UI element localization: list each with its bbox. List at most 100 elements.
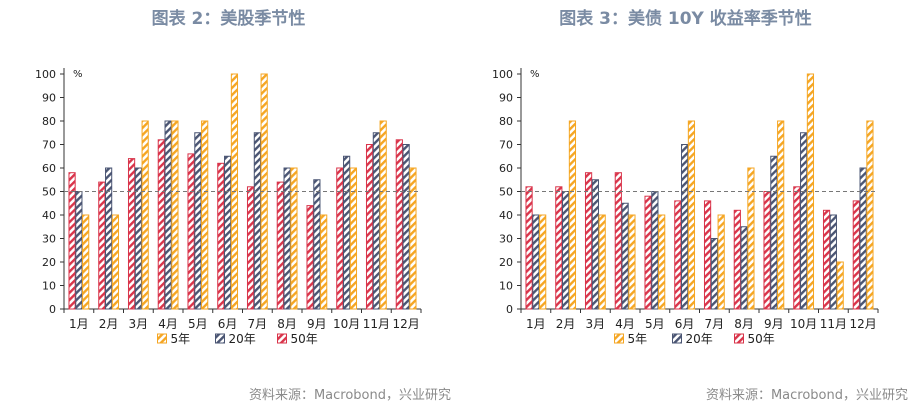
legend-label-5y: 5年: [171, 332, 191, 346]
legend-swatch-20y: [672, 333, 682, 344]
x-tick-label: 6月: [218, 317, 238, 331]
bar-5y-3: [141, 120, 149, 310]
bar-50y-4: [614, 172, 622, 310]
bar-5y-2: [111, 214, 120, 310]
bar-5y-2: [568, 120, 577, 310]
bar-50y-11: [365, 144, 374, 310]
bar-20y-12: [859, 167, 867, 310]
x-tick-label: 9月: [307, 317, 327, 331]
bar-50y-6: [217, 162, 225, 310]
bar-5y-9: [777, 120, 785, 310]
bar-20y-6: [681, 144, 689, 310]
legend-swatch-50y: [734, 333, 744, 344]
legend-label-20y: 20年: [686, 332, 713, 346]
bar-50y-11: [822, 209, 831, 310]
bar-50y-8: [733, 209, 741, 310]
bar-20y-2: [105, 167, 113, 310]
bar-20y-6: [224, 155, 232, 310]
legend-swatch-5y: [614, 333, 624, 344]
bar-5y-4: [628, 214, 636, 310]
bar-20y-1: [75, 191, 83, 310]
x-tick-label: 4月: [158, 317, 178, 331]
legend-item-20y: 20年: [215, 332, 256, 346]
bar-20y-5: [651, 191, 659, 310]
bar-20y-11: [372, 132, 380, 310]
bar-20y-9: [770, 155, 778, 310]
bar-50y-3: [584, 172, 593, 310]
y-tick-label: 20: [499, 256, 513, 269]
bar-50y-5: [187, 153, 195, 310]
bar-5y-8: [747, 167, 755, 310]
x-tick-label: 12月: [392, 317, 419, 331]
bar-50y-2: [98, 181, 106, 310]
y-tick-label: 0: [506, 303, 513, 316]
bar-20y-2: [562, 191, 570, 310]
bar-50y-2: [555, 186, 563, 310]
bar-50y-3: [127, 158, 136, 310]
y-tick-label: 60: [499, 162, 513, 175]
x-tick-label: 2月: [99, 317, 119, 331]
bar-20y-8: [283, 167, 291, 310]
legend-item-50y: 50年: [277, 332, 318, 346]
y-tick-label: 50: [42, 186, 56, 199]
x-tick-label: 3月: [586, 317, 606, 331]
bar-50y-7: [703, 200, 712, 310]
y-tick-label: 40: [499, 209, 513, 222]
bar-20y-4: [621, 202, 629, 310]
bar-5y-8: [290, 167, 298, 310]
bar-50y-5: [644, 195, 652, 310]
bar-20y-10: [343, 155, 351, 310]
bar-5y-1: [539, 214, 547, 310]
bar-50y-7: [246, 186, 255, 310]
y-tick-label: 30: [42, 233, 56, 246]
y-tick-label: 30: [499, 233, 513, 246]
y-tick-label: 60: [42, 162, 56, 175]
source-note: 资料来源：Macrobond，兴业研究: [705, 388, 908, 403]
legend-swatch-20y: [215, 333, 225, 344]
chart-panel-seasonality-stocks: 图表 2：美股季节性 0 10 20 30 40 50 60 70 80 90 100% 1月 2月 3月…: [35, 9, 451, 403]
bar-5y-7: [717, 214, 725, 310]
bar-5y-9: [320, 214, 328, 310]
y-tick-label: 20: [42, 256, 56, 269]
y-unit-label: %: [73, 69, 83, 80]
x-tick-label: 8月: [277, 317, 297, 331]
y-tick-label: 90: [499, 92, 513, 105]
legend-item-20y: 20年: [672, 332, 713, 346]
legend-label-5y: 5年: [628, 332, 648, 346]
bar-20y-3: [134, 167, 142, 310]
bar-20y-12: [402, 144, 410, 310]
bar-50y-10: [336, 167, 344, 310]
bar-5y-11: [836, 261, 844, 310]
legend-item-5y: 5年: [157, 332, 191, 346]
bar-chart-yield: 0 10 20 30 40 50 60 70 80 90 100 % 1月 2月 3月 4月 5月 6月 7月 8月 9…: [492, 68, 879, 346]
y-tick-label: 100: [35, 68, 56, 81]
bar-chart-stocks: 0 10 20 30 40 50 60 70 80 90 100 % 1月 2月 3月 4月 5月 6月 7月 8月 9…: [35, 68, 422, 346]
x-tick-label: 12月: [849, 317, 876, 331]
bar-5y-5: [201, 120, 209, 310]
y-tick-label: 100: [492, 68, 513, 81]
bar-50y-8: [276, 181, 284, 310]
x-tick-label: 11月: [363, 317, 390, 331]
legend-label-20y: 20年: [229, 332, 256, 346]
x-tick-label: 10月: [333, 317, 360, 331]
y-tick-label: 70: [42, 139, 56, 152]
x-tick-label: 7月: [248, 317, 268, 331]
x-tick-label: 5月: [188, 317, 208, 331]
bar-5y-6: [687, 120, 696, 310]
bar-5y-12: [409, 167, 417, 310]
y-tick-label: 10: [42, 280, 56, 293]
legend-swatch-50y: [277, 333, 287, 344]
legend-item-5y: 5年: [614, 332, 648, 346]
y-unit-label: %: [530, 69, 540, 80]
bar-5y-1: [82, 214, 90, 310]
bar-20y-8: [740, 226, 748, 310]
bar-20y-7: [710, 238, 718, 310]
bar-50y-12: [852, 200, 860, 310]
bar-20y-7: [253, 132, 261, 310]
bar-5y-12: [866, 120, 874, 310]
bar-50y-1: [68, 172, 76, 310]
y-tick-label: 50: [499, 186, 513, 199]
x-tick-label: 4月: [615, 317, 635, 331]
bar-20y-9: [313, 179, 321, 310]
x-tick-label: 8月: [734, 317, 754, 331]
